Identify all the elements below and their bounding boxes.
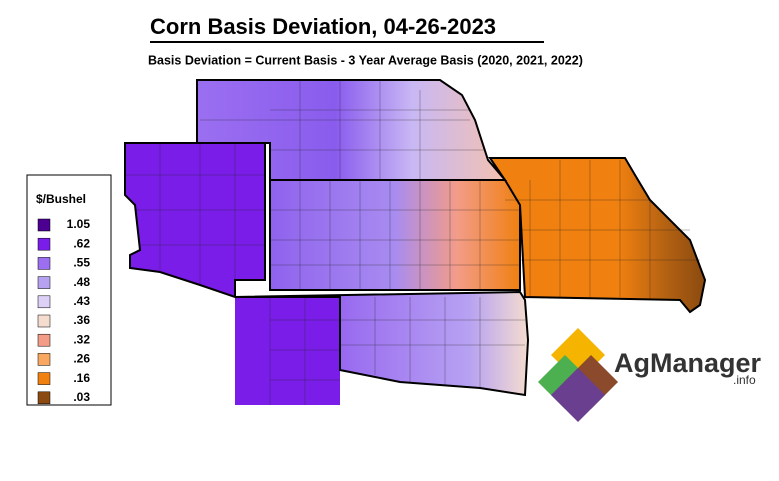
legend-swatch bbox=[37, 237, 51, 251]
title-block: Corn Basis Deviation, 04-26-2023 Basis D… bbox=[148, 14, 583, 67]
map bbox=[124, 79, 707, 405]
legend-box bbox=[26, 174, 112, 406]
region-nebraska bbox=[197, 80, 505, 180]
legend-label: 1.05 bbox=[67, 217, 91, 231]
logo-suffix: .info bbox=[733, 373, 756, 387]
legend-swatch bbox=[37, 276, 51, 289]
legend-label: .36 bbox=[73, 313, 90, 327]
legend-label: .16 bbox=[73, 371, 90, 385]
region-panhandle bbox=[235, 297, 340, 405]
logo-name: AgManager bbox=[614, 348, 762, 378]
legend: $/Bushel 1.05 .62 .55 .48 .43 .36 .32 .26 .16 .03 bbox=[26, 174, 112, 406]
legend-swatch bbox=[37, 257, 51, 270]
legend-swatch bbox=[37, 391, 51, 405]
logo-tile bbox=[551, 368, 605, 422]
legend-swatch bbox=[37, 314, 51, 328]
legend-swatch bbox=[37, 333, 51, 347]
title: Corn Basis Deviation, 04-26-2023 bbox=[150, 14, 496, 39]
subtitle: Basis Deviation = Current Basis - 3 Year… bbox=[148, 53, 583, 67]
legend-items: 1.05 .62 .55 .48 .43 .36 .32 .26 .16 .03 bbox=[37, 217, 91, 405]
region-kansas bbox=[270, 180, 520, 290]
legend-label: .26 bbox=[73, 352, 90, 366]
legend-swatch bbox=[37, 295, 51, 309]
legend-swatch bbox=[37, 218, 51, 232]
legend-label: .55 bbox=[73, 256, 90, 270]
legend-label: .32 bbox=[73, 332, 90, 346]
legend-swatch bbox=[37, 353, 51, 366]
legend-swatch bbox=[37, 372, 51, 385]
logo: AgManager .info bbox=[538, 328, 762, 422]
region-colorado bbox=[125, 143, 265, 297]
legend-title: $/Bushel bbox=[36, 192, 86, 206]
legend-label: .62 bbox=[73, 236, 90, 250]
legend-label: .03 bbox=[73, 390, 90, 404]
region-missouri bbox=[490, 158, 705, 312]
state-borders bbox=[124, 79, 707, 397]
county-lines bbox=[125, 80, 700, 405]
legend-label: .48 bbox=[73, 275, 90, 289]
legend-label: .43 bbox=[73, 294, 90, 308]
